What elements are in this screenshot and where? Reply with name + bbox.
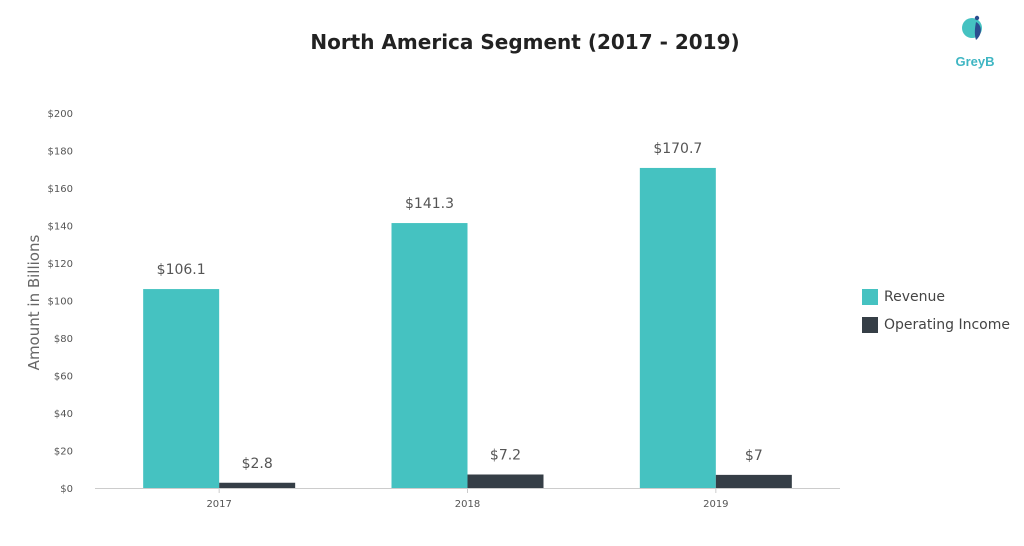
greyb-logo-text: GreyB xyxy=(955,54,995,69)
y-tick-label: $100 xyxy=(48,297,73,308)
y-tick-label: $80 xyxy=(54,334,73,345)
data-label: $7 xyxy=(745,448,763,464)
y-tick-label: $40 xyxy=(54,409,73,420)
greyb-logo: GreyB xyxy=(950,12,1000,72)
x-tick-label: 2018 xyxy=(455,499,480,510)
legend-item-operating-income: Operating Income xyxy=(862,311,1010,339)
bar-revenue-2018 xyxy=(391,223,468,488)
data-label: $170.7 xyxy=(653,141,702,157)
legend: Revenue Operating Income xyxy=(862,283,1010,339)
y-tick-label: $0 xyxy=(60,484,73,495)
data-label: $2.8 xyxy=(242,456,273,472)
data-label: $141.3 xyxy=(405,196,454,212)
bar-revenue-2017 xyxy=(143,289,220,488)
legend-swatch-operating-income xyxy=(862,317,878,333)
chart-title: North America Segment (2017 - 2019) xyxy=(310,30,740,54)
y-tick-label: $180 xyxy=(48,147,73,158)
data-label: $106.1 xyxy=(157,262,206,278)
bar-revenue-2019 xyxy=(639,167,716,488)
legend-label-operating-income: Operating Income xyxy=(884,317,1010,333)
legend-label-revenue: Revenue xyxy=(884,289,945,305)
y-tick-label: $120 xyxy=(48,259,73,270)
y-tick-label: $140 xyxy=(48,222,73,233)
bar-operating-income-2019 xyxy=(715,474,792,488)
x-tick-label: 2017 xyxy=(206,499,231,510)
bar-operating-income-2017 xyxy=(219,482,296,488)
y-tick-label: $60 xyxy=(54,372,73,383)
legend-item-revenue: Revenue xyxy=(862,283,1010,311)
legend-swatch-revenue xyxy=(862,289,878,305)
data-label: $7.2 xyxy=(490,448,521,464)
x-tick-label: 2019 xyxy=(703,499,728,510)
y-axis-label: Amount in Billions xyxy=(25,235,43,371)
y-tick-label: $200 xyxy=(48,109,73,120)
bar-operating-income-2018 xyxy=(467,474,544,488)
y-tick-label: $20 xyxy=(54,447,73,458)
y-tick-label: $160 xyxy=(48,184,73,195)
greyb-logo-icon xyxy=(962,15,982,40)
